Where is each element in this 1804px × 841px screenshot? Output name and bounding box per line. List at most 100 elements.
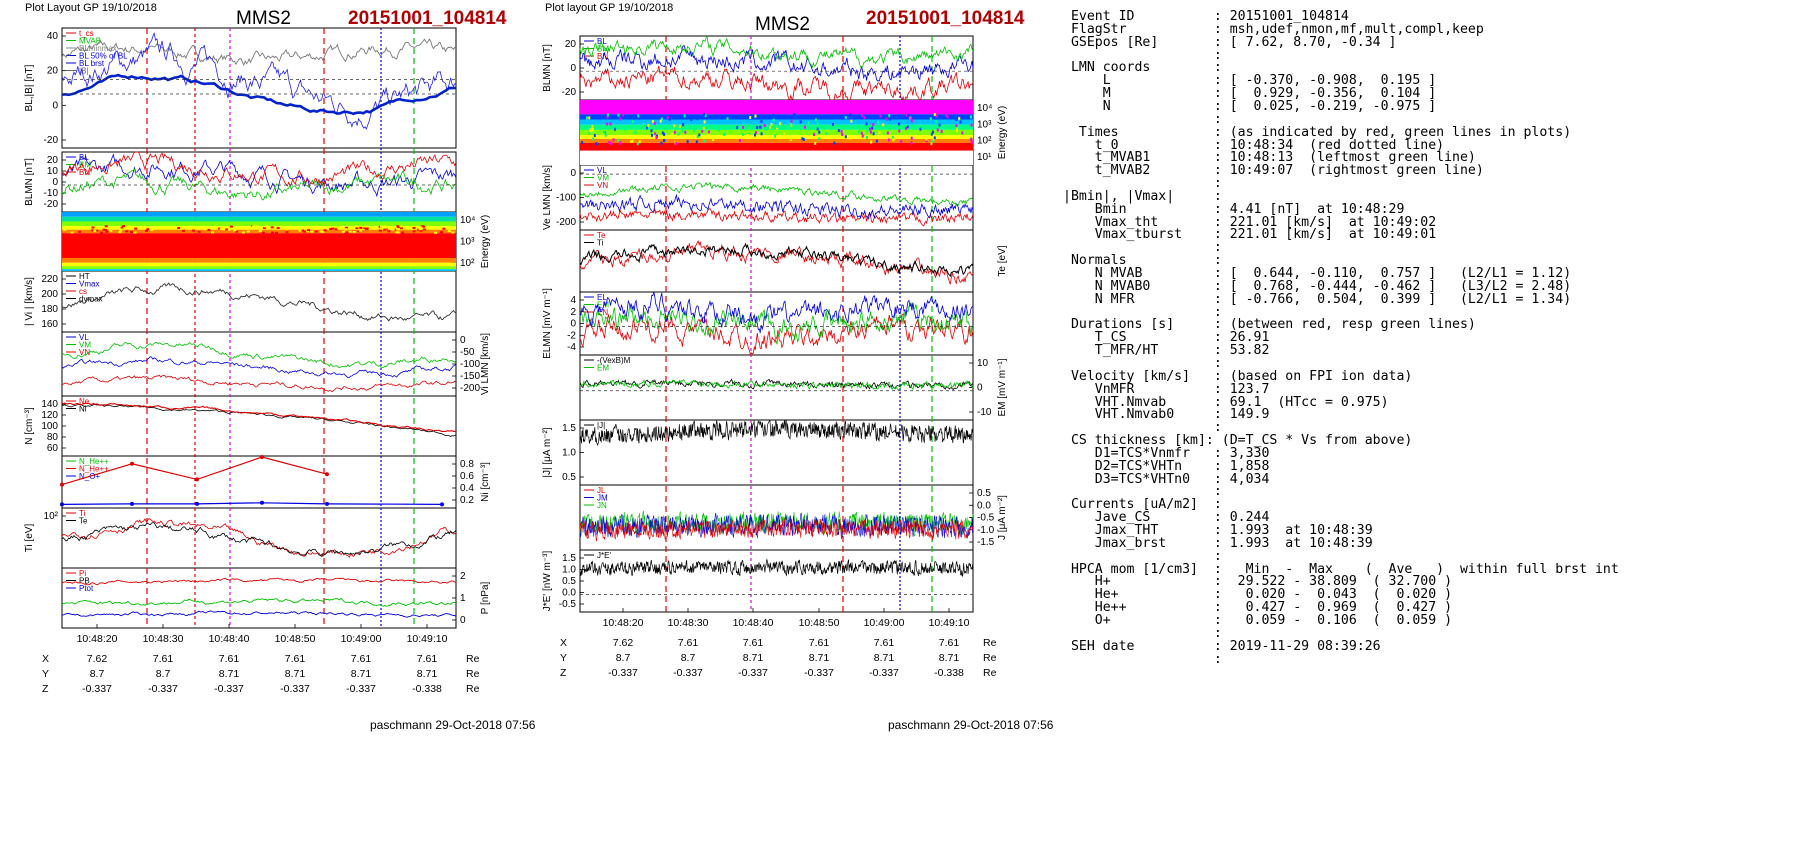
left-spacecraft-title: MMS2	[236, 8, 291, 29]
spectrogram-pixel	[207, 229, 211, 232]
spectrogram-pixel	[970, 138, 973, 142]
spectrogram-pixel	[606, 122, 609, 126]
y-tick-label: 0.5	[562, 472, 576, 483]
info-line: Times : (as indicated by red, green line…	[1063, 124, 1572, 140]
el-line	[579, 313, 974, 356]
y-tick-label: 10³	[977, 119, 992, 130]
y-tick-label: 40	[47, 31, 59, 42]
spectrogram-pixel	[665, 126, 668, 130]
time-tick-label: 10:48:50	[275, 633, 316, 645]
spectrogram-pixel	[860, 131, 863, 135]
pos-row-value: 8.71	[351, 668, 372, 680]
legend-label: Pi	[79, 569, 86, 578]
spectrogram-pixel	[604, 133, 607, 137]
info-line: O+ : 0.059 - 0.106 ( 0.059 )	[1063, 612, 1453, 628]
spectrogram-pixel	[943, 114, 946, 118]
spectrogram-pixel	[586, 116, 589, 120]
spectrogram-pixel	[790, 138, 793, 142]
bm-line	[579, 45, 974, 82]
spectrogram-pixel	[875, 139, 878, 143]
spectrogram-pixel	[779, 122, 782, 126]
spectrogram-pixel	[447, 230, 451, 233]
panel-frame-blmn	[579, 35, 974, 101]
spectrogram-pixel	[693, 129, 696, 133]
spectrogram-pixel	[608, 140, 611, 144]
spectrogram-pixel	[816, 121, 819, 125]
spectrogram-pixel	[925, 137, 928, 141]
legend-label: BL	[597, 37, 607, 46]
bl-smooth-line	[61, 73, 457, 116]
spectrogram-pixel	[598, 125, 601, 129]
spectrogram-pixel	[886, 131, 889, 135]
legend-label: J*E'	[597, 551, 611, 560]
spectrogram-pixel	[422, 228, 426, 231]
spectrogram-pixel	[841, 132, 844, 136]
spectrogram-band	[62, 266, 456, 270]
info-line: Durations [s] : (between red, resp green…	[1063, 317, 1476, 333]
spectrogram-pixel	[670, 132, 673, 136]
y-axis-label: |J| [μA m⁻²]	[542, 427, 553, 477]
panel-frame-ti	[61, 507, 457, 569]
spectrogram-pixel	[935, 114, 938, 118]
info-line: N MVAB0 : [ 0.768, -0.444, -0.462 ] (L3/…	[1063, 278, 1572, 294]
spectrogram-pixel	[831, 122, 834, 126]
spectrogram-pixel	[863, 116, 866, 120]
time-tick-label: 10:48:30	[143, 633, 184, 645]
spectrogram-pixel	[879, 114, 882, 118]
spectrogram-pixel	[633, 114, 636, 118]
spectrogram-pixel	[191, 226, 195, 229]
spectrogram-pixel	[742, 125, 745, 129]
pos-row-value: -0.337	[280, 683, 310, 695]
y-tick-label: 0	[52, 177, 58, 188]
spectrogram-pixel	[442, 227, 446, 230]
spectrogram-pixel	[707, 130, 710, 134]
spectrogram-pixel	[285, 231, 289, 234]
spectrogram-pixel	[100, 231, 104, 234]
y-tick-label: 1.0	[562, 448, 576, 459]
spectrogram-pixel	[650, 129, 653, 133]
spectrogram-pixel	[306, 225, 310, 228]
pos-row-label: X	[560, 637, 567, 649]
spectrogram-pixel	[144, 229, 148, 232]
y-tick-label: 0.8	[460, 459, 474, 470]
y-tick-label: 0.5	[562, 576, 576, 587]
time-tick-label: 10:49:00	[341, 633, 382, 645]
pos-row-label: Y	[42, 668, 49, 680]
y-tick-label: 10¹	[977, 152, 992, 163]
y-tick-label: 200	[41, 289, 58, 300]
spectrogram-pixel	[606, 115, 609, 119]
y-tick-label: -20	[44, 199, 59, 210]
spectrogram-pixel	[673, 130, 676, 134]
y-tick-label: 0	[570, 63, 576, 74]
spectrogram-pixel	[413, 225, 417, 228]
info-line: D3=TCS*VHTn0 : 4,034	[1063, 471, 1270, 487]
pos-row-unit: Re	[983, 652, 997, 664]
spectrogram-pixel	[612, 138, 615, 142]
spectrogram-pixel	[754, 131, 757, 135]
spectrogram-pixel	[225, 228, 229, 231]
legend-label: JN	[597, 501, 607, 510]
panel-frame-b	[61, 27, 457, 149]
spectrogram-pixel	[739, 138, 742, 142]
spectrogram-pixel	[768, 125, 771, 129]
o-line	[61, 502, 443, 505]
legend-label: PB	[79, 577, 90, 586]
spectrogram-pixel	[772, 113, 775, 117]
spectrogram-pixel	[395, 231, 399, 234]
spectrogram-pixel	[235, 230, 239, 233]
pos-row-value: 8.71	[939, 652, 960, 664]
spectrogram-pixel	[636, 142, 639, 146]
y-axis-label: | Vi | [km/s]	[24, 277, 35, 326]
pos-row-value: 8.7	[681, 652, 696, 664]
y-axis-label: P [nPa]	[480, 581, 491, 614]
spectrogram-pixel	[703, 113, 706, 117]
spectrogram-pixel	[262, 227, 266, 230]
spectrogram-pixel	[63, 228, 67, 231]
spectrogram-pixel	[703, 139, 706, 143]
he-point	[325, 472, 329, 477]
spectrogram-pixel	[422, 225, 426, 228]
y-axis-label: Ni [cm⁻³]	[480, 462, 491, 502]
left-footer: paschmann 29-Oct-2018 07:56	[370, 718, 536, 732]
spectrogram-pixel	[314, 230, 318, 233]
y-tick-label: 60	[47, 443, 59, 454]
